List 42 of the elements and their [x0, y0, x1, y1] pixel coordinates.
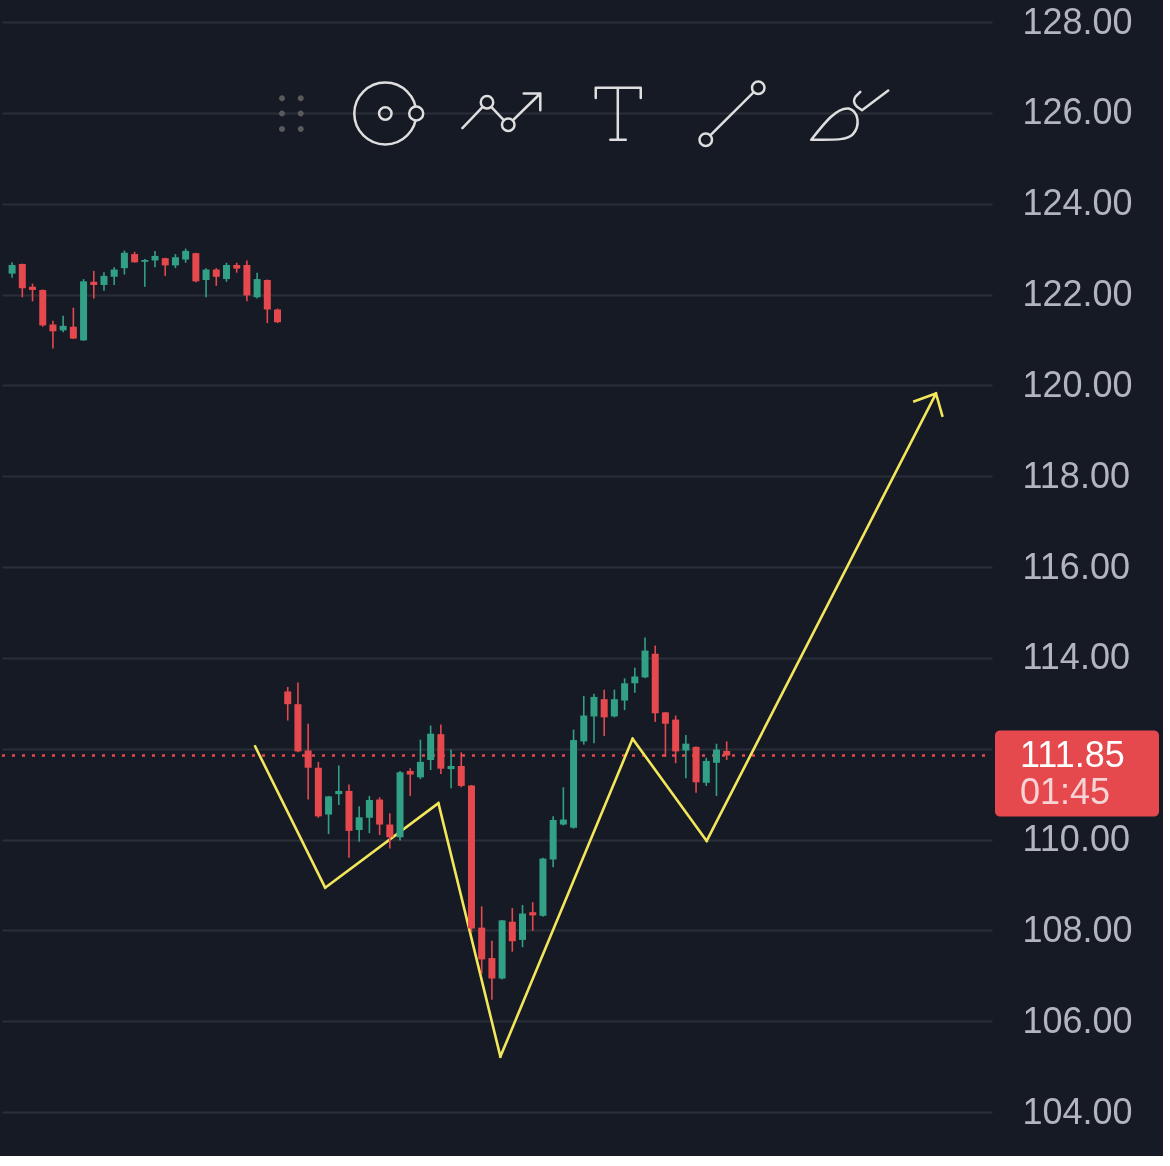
- candlestick: [406, 767, 414, 797]
- candlestick: [90, 270, 98, 300]
- candlestick: [488, 940, 496, 1001]
- candlestick: [529, 901, 537, 932]
- candlestick: [141, 258, 149, 288]
- candlestick: [621, 677, 629, 711]
- y-tick-label: 118.00: [1022, 454, 1130, 496]
- candlestick: [202, 267, 210, 299]
- candlestick: [682, 734, 690, 780]
- y-tick-label: 108.00: [1022, 908, 1133, 950]
- candlestick: [100, 271, 108, 292]
- candlestick: [355, 805, 363, 843]
- candlestick: [702, 756, 710, 787]
- candlestick: [222, 261, 230, 283]
- candlestick: [712, 742, 720, 797]
- candlestick: [600, 688, 608, 737]
- candlestick: [508, 907, 516, 953]
- candlestick: [447, 748, 455, 789]
- y-tick-label: 124.00: [1022, 182, 1133, 224]
- y-tick-label: 114.00: [1022, 636, 1130, 678]
- candlestick: [631, 667, 639, 694]
- candlestick: [386, 812, 394, 850]
- y-tick-label: 128.00: [1022, 0, 1133, 42]
- y-tick-label: 106.00: [1022, 999, 1133, 1041]
- candlestick: [284, 686, 292, 722]
- candlestick: [49, 320, 57, 350]
- y-tick-label: 110.00: [1022, 818, 1130, 860]
- candlestick: [325, 795, 333, 835]
- candlestick: [335, 764, 343, 806]
- y-tick-label: 116.00: [1022, 545, 1130, 587]
- candlestick: [69, 306, 77, 340]
- y-tick-label: 120.00: [1022, 363, 1133, 405]
- y-tick-label: 104.00: [1022, 1090, 1133, 1132]
- y-tick-label: 126.00: [1022, 91, 1133, 133]
- candlestick: [416, 738, 424, 780]
- candlestick: [559, 786, 567, 827]
- candlestick: [120, 249, 128, 276]
- candlestick: [365, 795, 373, 834]
- candlestick: [590, 692, 598, 745]
- y-tick-label: 122.00: [1022, 273, 1133, 315]
- candlestick: [610, 688, 618, 719]
- candlestick: [253, 271, 261, 300]
